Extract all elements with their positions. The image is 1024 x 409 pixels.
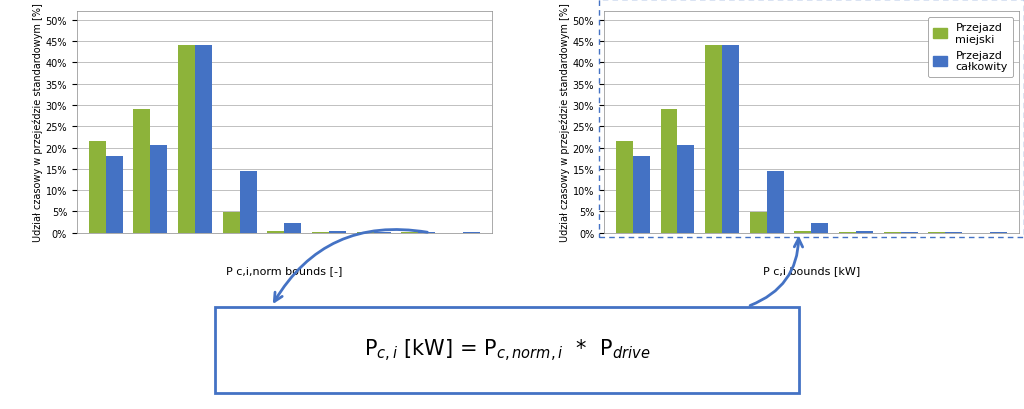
Bar [678, 146, 694, 233]
Y-axis label: Udział czasowy w przejeździe standardowym [%]: Udział czasowy w przejeździe standardowy… [32, 4, 43, 242]
Bar [750, 213, 767, 233]
Bar [633, 157, 650, 233]
Text: P$_{c,i}$ [kW] = P$_{c,norm, i}$  *  P$_{drive}$: P$_{c,i}$ [kW] = P$_{c,norm, i}$ * P$_{d… [364, 337, 650, 363]
Bar [240, 171, 257, 233]
FancyBboxPatch shape [215, 307, 799, 393]
Bar [767, 171, 783, 233]
Bar [660, 110, 678, 233]
X-axis label: P c,i bounds [kW]: P c,i bounds [kW] [763, 266, 860, 276]
Bar [329, 231, 346, 233]
Bar [151, 146, 167, 233]
Bar [722, 46, 739, 233]
Bar [133, 110, 151, 233]
Bar [105, 157, 123, 233]
Bar [795, 232, 811, 233]
Bar [706, 46, 722, 233]
Bar [267, 232, 285, 233]
Bar [223, 213, 240, 233]
Legend: Przejazd
miejski, Przejazd
całkowity: Przejazd miejski, Przejazd całkowity [928, 18, 1014, 78]
Bar [195, 46, 212, 233]
Bar [285, 223, 301, 233]
Bar [178, 46, 195, 233]
Y-axis label: Udział czasowy w przejeździe standardowym [%]: Udział czasowy w przejeździe standardowy… [559, 4, 569, 242]
Bar [811, 223, 828, 233]
Bar [856, 231, 872, 233]
X-axis label: P c,i,norm bounds [-]: P c,i,norm bounds [-] [226, 266, 342, 276]
Bar [615, 142, 633, 233]
Bar [89, 142, 105, 233]
